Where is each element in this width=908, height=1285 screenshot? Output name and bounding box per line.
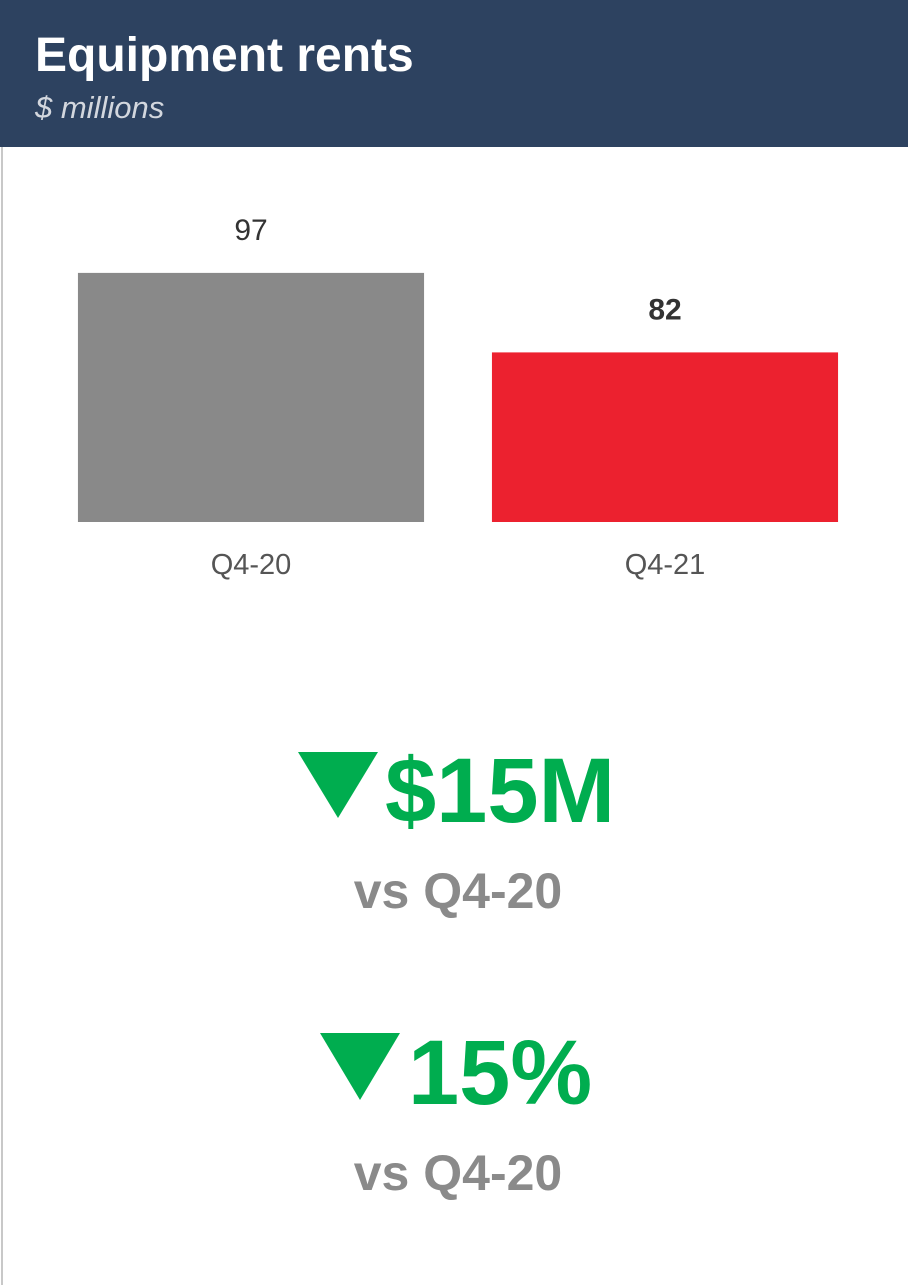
chart-title: Equipment rents	[35, 29, 414, 82]
down-arrow	[298, 752, 378, 818]
header	[0, 0, 908, 147]
chart-subtitle: $ millions	[34, 90, 164, 125]
kpi-value: 15%	[408, 1022, 592, 1124]
bar	[77, 272, 425, 522]
kpi-value: $15M	[385, 740, 615, 842]
bar	[491, 352, 839, 522]
kpi-label: vs Q4-20	[354, 863, 562, 919]
kpi-label: vs Q4-20	[354, 1145, 562, 1201]
down-arrow	[320, 1033, 400, 1100]
x-tick-label: Q4-21	[625, 549, 706, 581]
value-label: 97	[234, 214, 267, 247]
value-label: 82	[648, 293, 681, 326]
plot: 97 Q4-20 82 Q4-21	[77, 214, 839, 581]
x-tick-label: Q4-20	[211, 549, 292, 581]
